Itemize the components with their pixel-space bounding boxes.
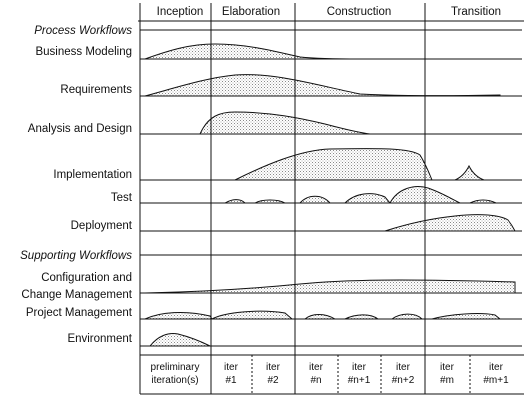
workflow-label-business-modeling: Business Modeling xyxy=(35,46,132,58)
hump-test-1 xyxy=(223,199,247,204)
workflow-label-implementation: Implementation xyxy=(53,169,132,181)
hump-pm-3 xyxy=(303,314,337,320)
phase-construction: Construction xyxy=(327,6,392,18)
hump-pm-4 xyxy=(344,314,380,320)
hump-pm-2 xyxy=(211,310,294,320)
activity-humps xyxy=(144,43,516,347)
hump-business-modeling xyxy=(144,43,361,60)
iteration-label-iter-n2-a: iter xyxy=(396,362,411,373)
hump-deployment xyxy=(384,214,516,232)
phase-elaboration: Elaboration xyxy=(222,6,280,18)
iteration-label-iter-n-b: #n xyxy=(310,375,321,386)
iteration-label-iter-n1-b: #n+1 xyxy=(348,375,371,386)
iteration-label-iter-n1-a: iter xyxy=(352,362,367,373)
vertical-dividers xyxy=(139,3,471,394)
hump-environment xyxy=(148,333,211,347)
section-process-workflows: Process Workflows xyxy=(34,25,132,37)
phase-inception: Inception xyxy=(157,6,204,18)
section-supporting-workflows: Supporting Workflows xyxy=(20,250,132,262)
hump-pm-1 xyxy=(144,311,213,320)
workflow-label-environment: Environment xyxy=(67,333,132,345)
hump-pm-6 xyxy=(431,313,502,320)
hump-test-6 xyxy=(469,199,497,204)
workflow-label-requirements: Requirements xyxy=(60,84,132,96)
hump-configuration xyxy=(144,279,516,294)
workflow-label-deployment: Deployment xyxy=(71,220,133,232)
iteration-label-preliminary-2: iteration(s) xyxy=(151,375,198,386)
workflow-label-test: Test xyxy=(111,192,133,204)
hump-test-2 xyxy=(253,199,287,204)
iteration-label-iter-n2-b: #n+2 xyxy=(392,375,415,386)
iteration-label-iter-m-b: #m xyxy=(440,375,454,386)
iteration-label-iter-1-b: #1 xyxy=(225,375,237,386)
hump-analysis-and-design xyxy=(199,111,371,135)
iteration-label-preliminary-1: preliminary xyxy=(151,362,200,373)
iteration-label-iter-m1-a: iter xyxy=(489,362,504,373)
iteration-label-iter-1-a: iter xyxy=(224,362,239,373)
iteration-label-iter-n-a: iter xyxy=(309,362,324,373)
workflow-label-configuration-line-2: Change Management xyxy=(21,289,132,301)
iteration-label-iter-m-a: iter xyxy=(440,362,455,373)
workflow-label-project-management: Project Management xyxy=(26,307,133,319)
iteration-label-iter-2-a: iter xyxy=(266,362,281,373)
workflow-label-analysis-and-design: Analysis and Design xyxy=(28,123,132,135)
phase-transition: Transition xyxy=(451,6,501,18)
hump-requirements xyxy=(144,74,501,97)
iteration-label-iter-m1-b: #m+1 xyxy=(483,375,509,386)
hump-implementation-tail xyxy=(454,164,485,181)
hump-pm-5 xyxy=(390,313,424,320)
baselines xyxy=(140,58,522,347)
iteration-labels: preliminary iteration(s) iter #1 iter #2… xyxy=(151,362,510,386)
iteration-label-iter-2-b: #2 xyxy=(267,375,279,386)
workflow-label-configuration-line-1: Configuration and xyxy=(41,272,132,284)
hump-implementation xyxy=(234,148,433,181)
hump-test-4 xyxy=(343,193,392,204)
hump-test-3 xyxy=(298,195,332,204)
